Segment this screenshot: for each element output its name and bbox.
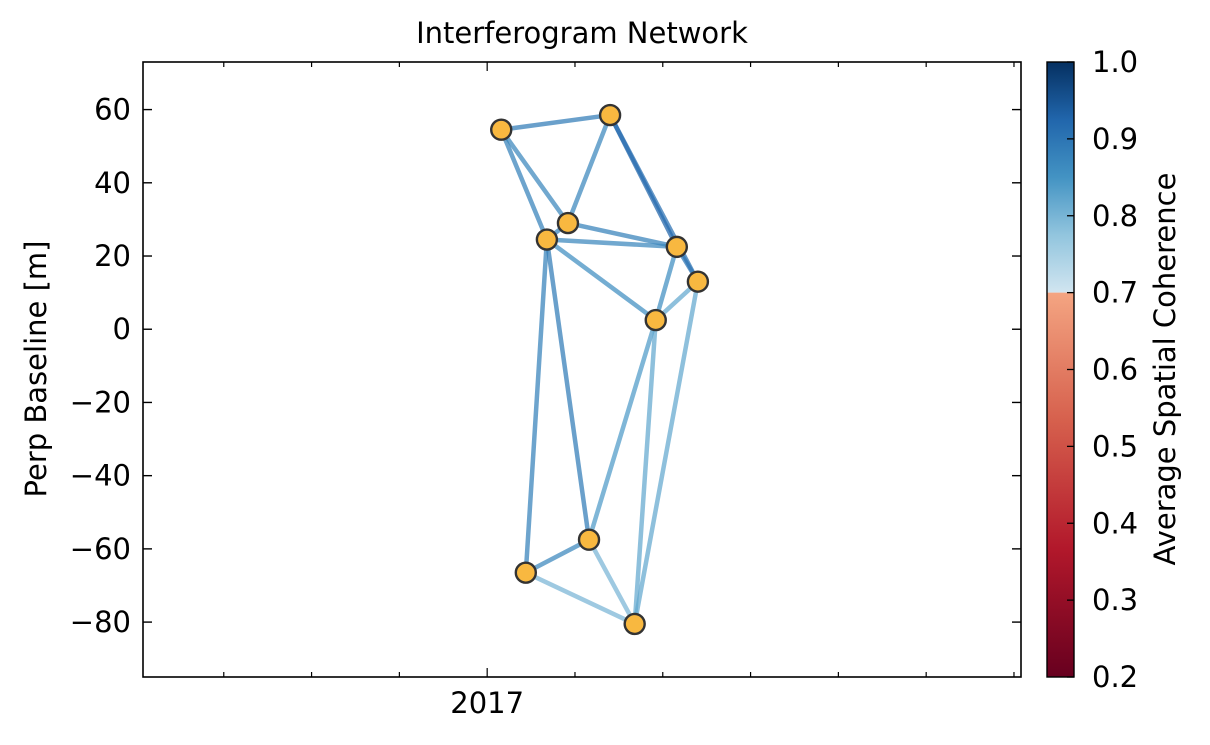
network-edge-19	[586, 537, 637, 627]
colorbar-low-segment	[1047, 292, 1074, 677]
network-edge-18	[523, 537, 592, 575]
colorbar-tick-label-8: 0.2	[1092, 660, 1138, 694]
network-edge-11	[544, 237, 592, 542]
network-edge-16	[586, 317, 659, 542]
network-edge-8	[544, 237, 680, 250]
acquisition-node-5	[686, 270, 710, 293]
network-edge-17	[632, 317, 659, 627]
x-tick-label-0: 2017	[450, 686, 524, 720]
y-tick-label-1: 40	[94, 166, 131, 200]
x-axis: 2017	[223, 62, 1015, 720]
nodes-layer	[490, 103, 710, 636]
network-edge-20	[523, 570, 637, 627]
network-edge-2	[498, 127, 571, 226]
colorbar-tick-label-6: 0.4	[1092, 506, 1138, 540]
network-edge-12	[653, 244, 680, 323]
colorbar: 1.0 0.9 0.8 0.7 0.6 0.5 0.4 0.3 0.2 Average Spat…	[1046, 45, 1182, 694]
y-tick-label-5: −40	[70, 459, 131, 493]
acquisition-node-8	[514, 561, 538, 584]
y-tick-label-2: 20	[94, 239, 131, 273]
acquisition-node-1	[598, 103, 622, 127]
colorbar-tick-label-5: 0.5	[1092, 429, 1138, 463]
y-tick-label-3: 0	[113, 312, 131, 346]
acquisition-node-3	[535, 228, 559, 251]
network-edge-9	[544, 237, 659, 323]
y-axis-label: Perp Baseline [m]	[19, 241, 53, 498]
y-tick-label-6: −60	[70, 532, 131, 566]
colorbar-tick-label-4: 0.6	[1092, 353, 1138, 387]
network-edge-7	[565, 220, 680, 250]
chart-title: Interferogram Network	[416, 16, 748, 50]
edges-layer	[498, 112, 701, 627]
acquisition-node-2	[556, 211, 580, 235]
colorbar-tick-label-1: 0.9	[1092, 122, 1138, 156]
plot-frame	[142, 61, 1022, 678]
colorbar-ticks: 1.0 0.9 0.8 0.7 0.6 0.5 0.4 0.3 0.2	[1067, 45, 1138, 694]
colorbar-tick-label-7: 0.3	[1092, 583, 1138, 617]
y-tick-label-4: −20	[70, 385, 131, 419]
y-tick-label-0: 60	[94, 93, 131, 127]
acquisition-node-7	[577, 528, 601, 551]
y-axis: 60 40 20 0 −20 −40 −60 −80	[70, 93, 1021, 639]
acquisition-node-6	[644, 308, 667, 332]
network-edge-15	[632, 279, 701, 627]
network-edge-10	[523, 237, 550, 575]
acquisition-node-4	[665, 235, 689, 259]
network-edge-1	[498, 127, 550, 242]
colorbar-tick-label-2: 0.8	[1092, 199, 1138, 233]
acquisition-node-0	[490, 118, 513, 141]
network-edge-3	[565, 112, 613, 226]
colorbar-tick-label-0: 1.0	[1092, 45, 1138, 79]
colorbar-label: Average Spatial Coherence	[1148, 173, 1182, 566]
network-edge-0	[498, 112, 613, 132]
colorbar-tick-label-3: 0.7	[1092, 276, 1138, 310]
y-tick-label-7: −80	[70, 605, 131, 639]
colorbar-high-segment	[1047, 62, 1074, 293]
acquisition-node-9	[623, 612, 646, 636]
